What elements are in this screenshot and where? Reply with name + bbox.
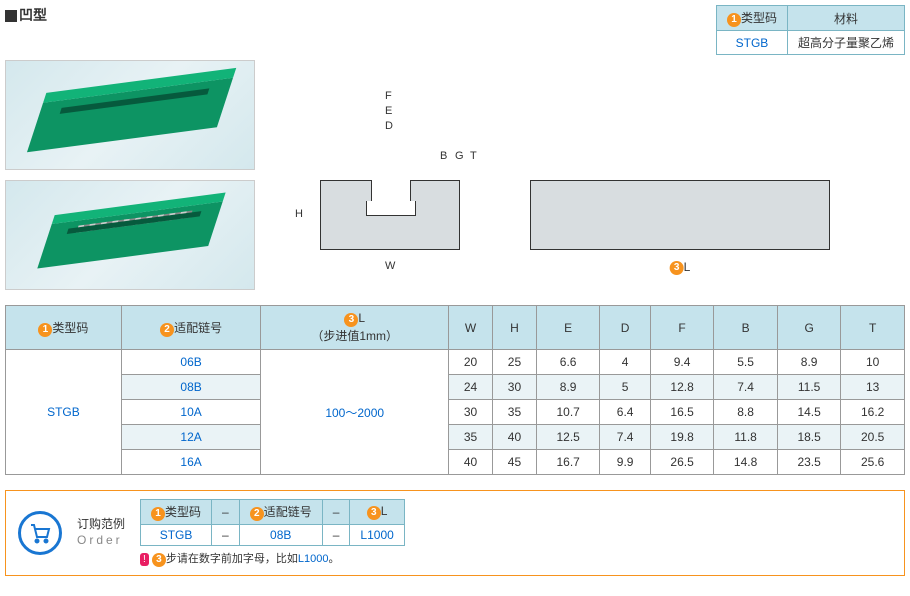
cross-section-diagram: W H F E D B G T [270, 90, 490, 270]
spec-table: 1类型码 2适配链号 3L（步进值1mm） WHEDFBGT STGB06B10… [5, 305, 905, 475]
order-example-box: 订购范例 Order 1类型码 – 2适配链号 – 3L STGB – 08B … [5, 490, 905, 576]
table-row: 08B24308.9512.87.411.513 [6, 375, 905, 400]
side-view-diagram: 3L [520, 180, 840, 270]
table-row: 10A303510.76.416.58.814.516.2 [6, 400, 905, 425]
material-table: 1类型码 材料 STGB 超高分子量聚乙烯 [716, 5, 905, 55]
order-title: 订购范例 Order [77, 517, 125, 548]
diagram-section: W H F E D B G T 3L [5, 60, 905, 290]
product-photo-1 [5, 60, 255, 170]
order-note: ! 3步请在数字前加字母，比如L1000。 [140, 550, 405, 567]
cart-icon [18, 511, 62, 555]
table-row: STGB06B100～200020256.649.45.58.910 [6, 350, 905, 375]
product-photo-2 [5, 180, 255, 290]
order-table: 1类型码 – 2适配链号 – 3L STGB – 08B – L1000 [140, 499, 405, 546]
table-row: 12A354012.57.419.811.818.520.5 [6, 425, 905, 450]
table-row: 16A404516.79.926.514.823.525.6 [6, 450, 905, 475]
page-title: 凹型 [5, 5, 47, 25]
